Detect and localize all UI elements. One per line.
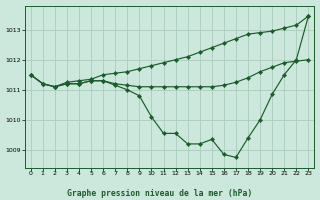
Text: Graphe pression niveau de la mer (hPa): Graphe pression niveau de la mer (hPa) — [68, 189, 252, 198]
